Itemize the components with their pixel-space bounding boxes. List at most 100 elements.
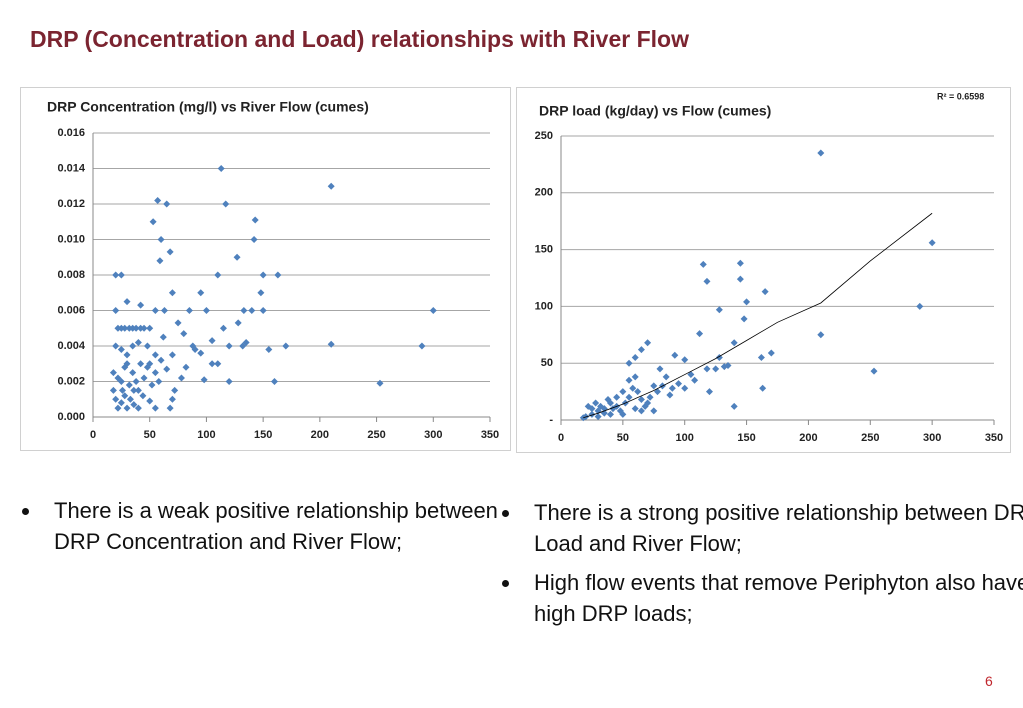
data-point (121, 324, 129, 332)
data-point (588, 410, 596, 418)
data-point (637, 407, 645, 415)
data-point (185, 307, 193, 314)
y-tick-label: 0.016 (57, 127, 85, 139)
data-point (240, 307, 248, 314)
data-point (625, 359, 633, 367)
data-point (151, 404, 159, 412)
data-point (631, 354, 639, 362)
data-point (129, 369, 137, 377)
y-tick-label: 50 (541, 357, 553, 369)
data-point (202, 307, 210, 314)
data-point (159, 333, 167, 341)
data-point (117, 399, 125, 407)
data-point (619, 388, 627, 396)
x-tick-label: 0 (558, 432, 564, 444)
data-point (208, 337, 216, 345)
data-point (214, 271, 222, 279)
data-point (703, 365, 711, 373)
data-point (123, 404, 131, 412)
data-point (646, 393, 654, 401)
data-point (418, 342, 426, 350)
data-point (715, 306, 723, 314)
y-tick-label: 0.002 (57, 375, 85, 387)
data-point (631, 373, 639, 381)
data-point (691, 376, 699, 384)
data-point (592, 399, 600, 407)
data-point (134, 386, 142, 394)
y-tick-label: 0.010 (57, 233, 85, 245)
data-point (225, 342, 233, 350)
data-point (168, 351, 176, 359)
data-point (600, 409, 608, 417)
data-point (146, 324, 154, 332)
x-tick-label: 50 (144, 429, 156, 441)
chart-title: DRP Concentration (mg/l) vs River Flow (… (47, 99, 369, 115)
data-point (166, 404, 174, 412)
data-point (644, 399, 652, 407)
data-point (327, 340, 335, 348)
x-tick-label: 250 (367, 429, 385, 441)
data-point (675, 380, 683, 388)
data-point (157, 236, 165, 243)
data-point (191, 346, 199, 354)
data-point (140, 324, 148, 332)
data-point (151, 351, 159, 359)
data-point (166, 248, 174, 256)
data-point (579, 414, 587, 422)
data-point (123, 351, 131, 359)
data-point (730, 402, 738, 410)
chart-title: DRP load (kg/day) vs Flow (cumes) (539, 103, 771, 119)
data-point (234, 319, 242, 327)
data-point (251, 216, 259, 224)
data-point (197, 289, 205, 297)
y-tick-label: 0.014 (57, 162, 85, 174)
bullet-list: There is a strong positive relationship … (480, 497, 1023, 637)
data-point (696, 330, 704, 338)
data-point (157, 356, 165, 364)
chart: DRP load (kg/day) vs Flow (cumes) R² = 0.… (516, 87, 1011, 453)
data-point (242, 338, 250, 346)
data-point (168, 395, 176, 403)
data-point (151, 369, 159, 377)
data-point (248, 307, 256, 314)
data-point (629, 384, 637, 392)
data-point (650, 407, 658, 415)
data-point (634, 388, 642, 396)
data-point (137, 360, 145, 368)
trendline (583, 212, 933, 419)
x-tick-label: 250 (861, 432, 879, 444)
data-point (736, 275, 744, 283)
data-point (117, 378, 125, 385)
data-point (730, 339, 738, 347)
data-point (613, 393, 621, 401)
data-point (687, 371, 695, 379)
r-squared: R² = 0.6598 (937, 91, 984, 101)
data-point (631, 405, 639, 413)
data-point (117, 271, 125, 279)
data-point (225, 378, 233, 385)
data-point (703, 277, 711, 285)
data-point (222, 200, 230, 208)
data-point (327, 182, 335, 190)
data-point (740, 315, 748, 323)
data-point (625, 376, 633, 384)
data-point (767, 349, 775, 357)
data-point (134, 338, 142, 346)
data-point (134, 404, 142, 412)
data-point (155, 378, 163, 385)
y-tick-label: 200 (535, 187, 553, 199)
data-point (870, 367, 878, 375)
data-point (604, 396, 612, 404)
y-tick-label: - (549, 414, 553, 426)
data-point (163, 365, 171, 373)
data-point (125, 381, 133, 389)
y-tick-label: 0.000 (57, 411, 85, 423)
x-tick-label: 0 (90, 429, 96, 441)
data-point (130, 401, 138, 409)
data-point (736, 259, 744, 267)
x-tick-label: 100 (676, 432, 694, 444)
data-point (699, 260, 707, 268)
data-point (160, 307, 168, 314)
data-point (681, 356, 689, 364)
